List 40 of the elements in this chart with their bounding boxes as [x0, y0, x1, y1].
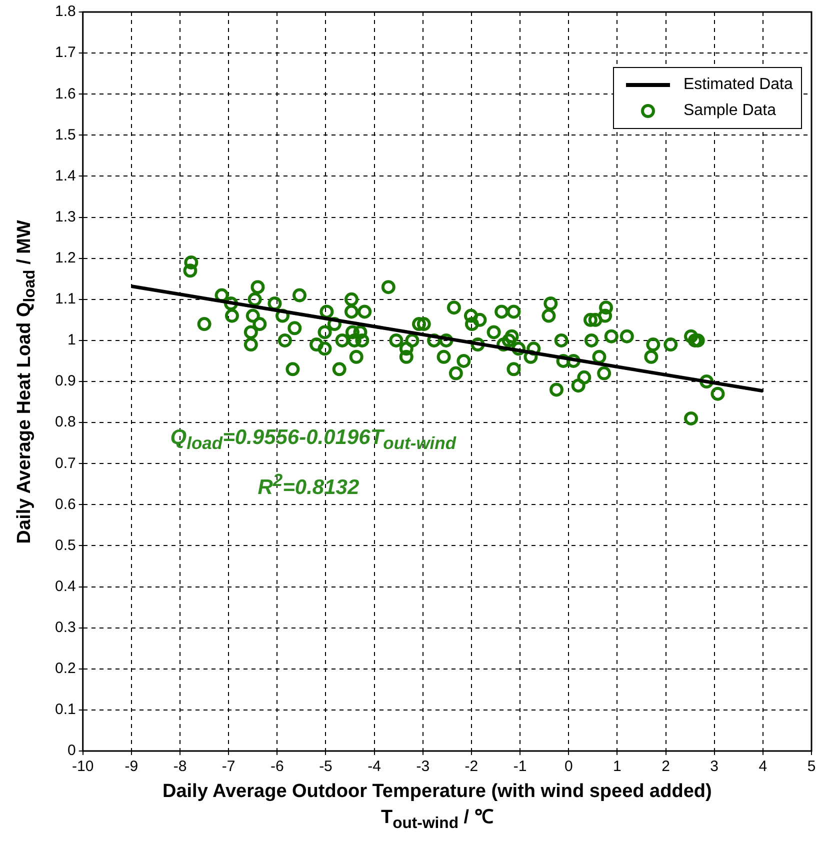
y-tick-label: 0.1: [54, 701, 76, 718]
x-tick-label: -5: [319, 758, 332, 776]
x-tick-label: -3: [416, 758, 430, 776]
x-tick-label: -10: [72, 758, 94, 776]
x-tick-label: 0: [564, 758, 573, 776]
x-tick-label: -7: [222, 758, 236, 776]
x-tick-label: -4: [368, 758, 381, 776]
y-tick-label: 0.2: [54, 660, 76, 678]
legend-label: Estimated Data: [684, 76, 793, 94]
annotation: Q$_{load}$=0.9556-0.0196T$_{out-wind}$: [170, 426, 456, 454]
x-axis-title: Daily Average Outdoor Temperature (with wind speed added) T$_{out-wind}$ / ℃: [161, 781, 713, 833]
y-tick-label: 1.2: [54, 249, 76, 266]
y-tick-label: 1: [68, 332, 76, 349]
y-tick-label: 0.6: [54, 496, 76, 513]
x-tick-label: 4: [758, 758, 768, 776]
y-tick-label: 0.7: [54, 454, 76, 472]
y-tick-label: 0: [68, 742, 76, 760]
x-tick-label: -9: [124, 758, 138, 776]
x-tick-label: -2: [464, 758, 478, 776]
y-tick-label: 1.7: [54, 44, 76, 62]
y-tick-label: 0.3: [54, 618, 76, 636]
y-tick-label: 1.5: [54, 126, 76, 144]
y-tick-label: 1.3: [54, 208, 76, 226]
y-tick-label: 1.4: [54, 167, 76, 184]
x-tick-label: 2: [662, 758, 670, 776]
x-tick-label: 3: [710, 758, 719, 776]
x-tick-label: 1: [613, 758, 622, 776]
y-tick-label: 0.9: [54, 372, 76, 390]
y-tick-label: 0.8: [54, 414, 76, 431]
annotation: R$^{2}$=0.8132: [258, 470, 360, 500]
x-tick-label: -1: [513, 758, 527, 776]
y-tick-label: 1.1: [54, 290, 76, 308]
y-tick-label: 1.8: [54, 3, 76, 20]
x-tick-label: 5: [807, 758, 816, 776]
y-tick-label: 0.4: [54, 578, 76, 595]
x-tick-label: -8: [173, 758, 187, 776]
y-tick-label: 1.6: [54, 85, 76, 102]
x-tick-label: -6: [270, 758, 284, 776]
y-tick-label: 0.5: [54, 536, 76, 554]
legend-label: Sample Data: [684, 102, 776, 120]
